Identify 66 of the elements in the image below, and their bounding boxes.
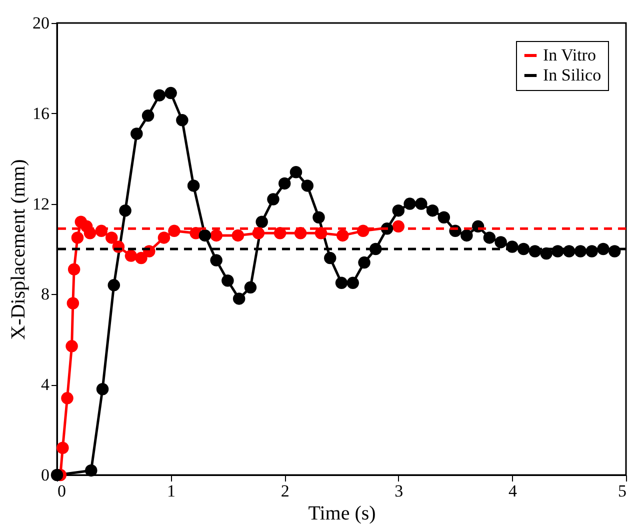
point xyxy=(68,263,80,276)
y-axis-title: X-Displacement (mm) xyxy=(8,159,30,340)
point xyxy=(314,227,328,240)
point xyxy=(50,468,64,482)
legend-label: In Silico xyxy=(543,66,602,84)
point xyxy=(61,392,74,404)
point xyxy=(232,229,244,242)
point xyxy=(336,229,349,242)
point xyxy=(460,229,473,242)
point xyxy=(312,211,325,224)
y-tick-label: 12 xyxy=(32,194,50,214)
x-tick-label: 3 xyxy=(394,482,404,500)
point xyxy=(324,252,336,264)
point xyxy=(222,274,234,287)
y-tick-label: 4 xyxy=(41,375,50,394)
point xyxy=(438,211,450,224)
x-axis-title: Time (s) xyxy=(308,502,376,524)
point xyxy=(540,247,552,260)
point xyxy=(71,232,84,244)
point xyxy=(198,229,212,242)
point xyxy=(187,180,200,192)
point xyxy=(278,177,291,190)
point xyxy=(85,464,98,477)
point xyxy=(142,110,154,122)
point xyxy=(392,204,405,217)
point xyxy=(335,276,348,290)
x-tick-label: 5 xyxy=(618,482,626,500)
point xyxy=(415,198,428,210)
point xyxy=(267,193,280,206)
point xyxy=(153,89,166,102)
point xyxy=(130,128,143,140)
point xyxy=(119,204,132,217)
y-tick-label: 20 xyxy=(32,14,50,32)
point xyxy=(290,166,302,178)
point xyxy=(210,229,222,242)
legend-label: In Vitro xyxy=(543,46,596,64)
point xyxy=(301,180,314,192)
y-tick-label: 0 xyxy=(41,466,50,484)
x-tick-label: 4 xyxy=(508,482,518,500)
point xyxy=(256,216,268,228)
point xyxy=(426,204,439,217)
point xyxy=(164,86,177,100)
point xyxy=(66,340,78,352)
point xyxy=(494,236,507,248)
point xyxy=(56,442,69,454)
point xyxy=(483,232,496,244)
point xyxy=(108,279,120,292)
point xyxy=(124,250,138,262)
y-tick-label: 16 xyxy=(32,104,50,123)
point xyxy=(96,383,109,396)
point xyxy=(358,256,370,269)
point xyxy=(244,281,257,294)
x-tick-label: 1 xyxy=(167,482,176,500)
x-tick-label: 0 xyxy=(58,482,66,500)
point xyxy=(158,232,170,244)
point xyxy=(106,232,118,244)
point xyxy=(346,276,360,290)
point xyxy=(210,254,222,266)
point xyxy=(66,297,80,310)
point xyxy=(232,292,246,305)
y-tick-label: 8 xyxy=(41,284,50,304)
point xyxy=(135,252,148,264)
point xyxy=(274,227,286,240)
x-tick-label: 2 xyxy=(280,482,290,500)
point xyxy=(404,198,416,210)
point xyxy=(176,114,188,126)
